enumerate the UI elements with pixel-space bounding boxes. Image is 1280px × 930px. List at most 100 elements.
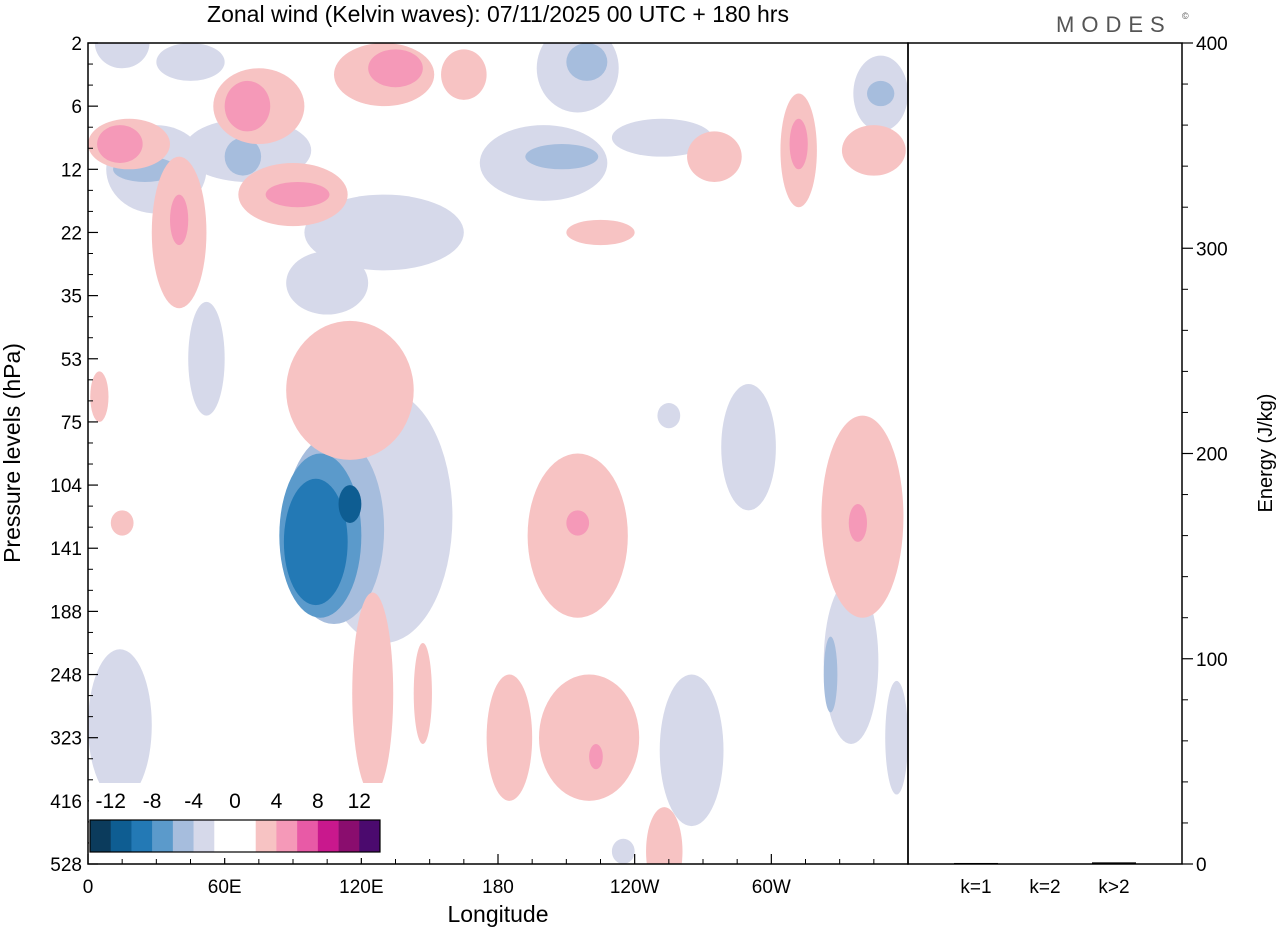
- colorbar-swatch: [152, 820, 174, 852]
- wind-region-easterly-14: [286, 251, 369, 315]
- x-axis-label: Longitude: [447, 901, 548, 927]
- longitude-axis: 0 60E 120E 180 120W 60W: [83, 854, 875, 898]
- pressure-tick-label: 528: [50, 855, 82, 876]
- colorbar-swatch: [235, 820, 257, 852]
- colorbar-swatch: [90, 820, 112, 852]
- colorbar-legend: -12 -8 -4 0 4 8 12: [89, 783, 384, 858]
- wind-region-westerly-54: [589, 744, 603, 770]
- wind-region-easterly-25: [88, 649, 152, 801]
- wind-region-westerly-44: [566, 219, 635, 246]
- wind-region-easterly-24: [823, 636, 838, 713]
- energy-category-label: k>2: [1098, 877, 1129, 898]
- energy-category-label: k=1: [960, 877, 991, 898]
- colorbar-label: 0: [229, 790, 241, 813]
- pressure-tick-label: 22: [61, 223, 82, 244]
- wind-region-westerly-52: [413, 642, 432, 745]
- brand-mark: ©: [1182, 11, 1189, 21]
- energy-axis: 0 100 200 300 400: [1182, 34, 1228, 876]
- wind-region-westerly-56: [646, 807, 683, 864]
- wind-region-easterly-22: [338, 485, 362, 523]
- colorbar-label: -8: [143, 790, 162, 813]
- energy-bar-k>2: [1092, 862, 1136, 864]
- colorbar-swatch: [110, 820, 132, 852]
- wind-region-easterly-0: [94, 43, 150, 69]
- colorbar-label: 12: [348, 790, 371, 813]
- colorbar-label: 8: [312, 790, 324, 813]
- wind-region-westerly-46: [90, 371, 109, 422]
- wind-region-westerly-39: [687, 131, 742, 182]
- wind-region-easterly-28: [611, 838, 635, 864]
- wind-region-easterly-21: [283, 478, 348, 606]
- wind-region-westerly-48: [566, 510, 590, 536]
- wind-region-westerly-30: [368, 49, 423, 88]
- pressure-tick-label: 75: [61, 413, 82, 434]
- wind-region-westerly-35: [97, 125, 143, 163]
- energy-axis-label: Energy (J/kg): [1255, 394, 1277, 513]
- colorbar-swatch: [172, 820, 194, 852]
- colorbar-swatch: [297, 820, 319, 852]
- wind-region-easterly-6: [611, 118, 713, 157]
- energy-panel-frame: [907, 42, 1183, 865]
- pressure-tick-label: 188: [50, 602, 82, 623]
- pressure-tick-label: 416: [50, 792, 82, 813]
- energy-category-label: k=2: [1029, 877, 1060, 898]
- wind-region-easterly-13: [304, 194, 464, 271]
- pressure-tick-label: 104: [50, 476, 82, 497]
- wind-region-westerly-53: [539, 674, 640, 801]
- energy-tick-label: 100: [1196, 650, 1228, 671]
- colorbar-label: 4: [271, 790, 283, 813]
- wind-region-westerly-55: [486, 674, 533, 801]
- pressure-tick-label: 323: [50, 729, 82, 750]
- pressure-tick-label: 141: [50, 539, 82, 560]
- energy-tick-label: 400: [1196, 34, 1228, 55]
- longitude-tick-label: 0: [83, 877, 94, 898]
- pressure-tick-label: 248: [50, 666, 82, 687]
- wind-region-easterly-26: [659, 674, 724, 827]
- pressure-axis: 2 6 12 22 35 53 75 104 141 188 248 323 416 528: [50, 34, 98, 876]
- pressure-tick-label: 53: [61, 350, 82, 371]
- wind-region-westerly-43: [170, 194, 189, 246]
- y-axis-label: Pressure levels (hPa): [0, 343, 25, 563]
- wind-region-westerly-37: [789, 118, 808, 170]
- colorbar-swatch: [359, 820, 381, 852]
- wind-region-westerly-50: [848, 504, 868, 542]
- longitude-tick-label: 120W: [610, 877, 660, 898]
- chart-title: Zonal wind (Kelvin waves): 07/11/2025 00…: [207, 1, 789, 27]
- wind-region-westerly-38: [841, 125, 906, 176]
- colorbar-swatch: [255, 820, 277, 852]
- brand-label: MODES: [1056, 12, 1172, 37]
- longitude-tick-label: 60W: [752, 877, 791, 898]
- wind-region-easterly-5: [867, 80, 895, 107]
- colorbar-swatch: [317, 820, 339, 852]
- pressure-tick-label: 2: [71, 34, 82, 55]
- wind-region-easterly-16: [657, 402, 681, 429]
- colorbar-swatch: [131, 820, 153, 852]
- colorbar-label: -12: [96, 790, 126, 813]
- pressure-tick-label: 6: [71, 97, 82, 118]
- energy-bar-k=1: [954, 862, 998, 864]
- colorbar-swatch: [214, 820, 236, 852]
- wind-region-westerly-41: [265, 181, 330, 208]
- wind-region-easterly-27: [885, 680, 908, 795]
- wind-region-easterly-1: [156, 43, 225, 81]
- colorbar-swatch: [276, 820, 298, 852]
- wind-region-easterly-17: [721, 384, 776, 511]
- wind-region-westerly-51: [352, 592, 394, 795]
- colorbar-label: -4: [184, 790, 203, 813]
- colorbar-swatch: [338, 820, 360, 852]
- longitude-pressure-plot: [88, 43, 908, 864]
- wind-region-westerly-45: [286, 320, 414, 460]
- longitude-tick-label: 180: [482, 877, 514, 898]
- wind-region-westerly-57: [110, 510, 134, 536]
- wind-region-easterly-23: [823, 579, 879, 745]
- pressure-tick-label: 35: [61, 287, 82, 308]
- wind-region-westerly-31: [441, 49, 487, 100]
- pressure-tick-label: 12: [61, 160, 82, 181]
- modes-logo: MODES ©: [1056, 11, 1189, 37]
- wind-region-easterly-10: [525, 144, 599, 170]
- wind-region-easterly-8: [224, 137, 262, 176]
- longitude-tick-label: 60E: [208, 877, 242, 898]
- wind-region-westerly-33: [224, 80, 271, 132]
- wind-region-easterly-15: [188, 301, 225, 416]
